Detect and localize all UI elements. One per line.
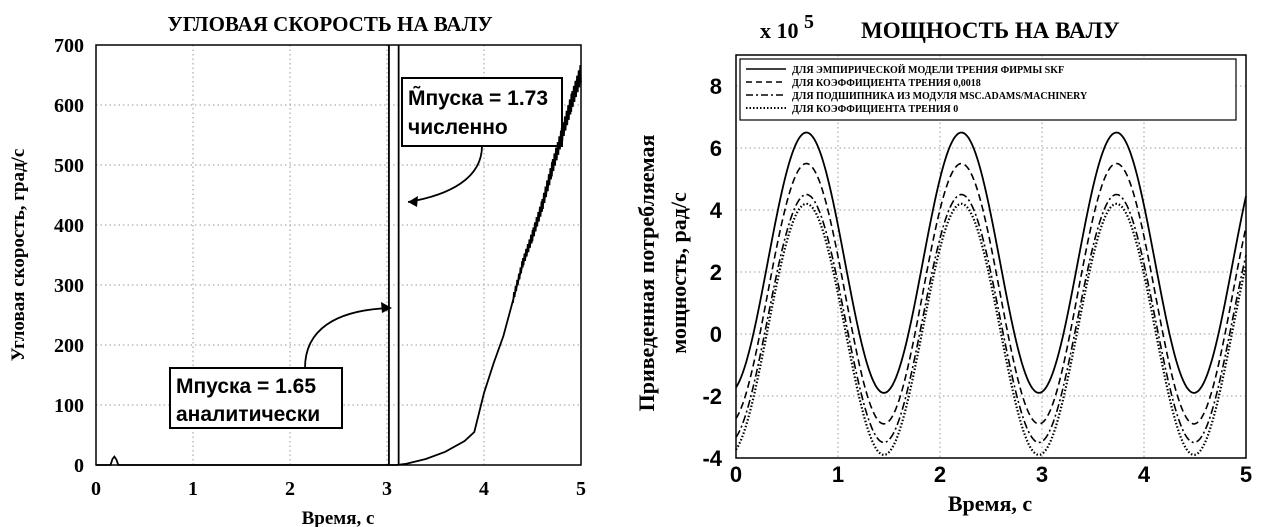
right-y-axis-label-line2: мощность, рад/с (666, 192, 691, 354)
legend-box (739, 58, 1237, 121)
right-y-tick-label: 8 (710, 74, 722, 99)
power-series-group (735, 131, 1248, 457)
left-chart-title: УГЛОВАЯ СКОРОСТЬ НА ВАЛУ (167, 12, 492, 36)
annotation-numeric-line2: численно (408, 116, 508, 139)
multiplier-base: x 10 (760, 18, 799, 43)
legend-entry-1: ДЛЯ ЭМПИРИЧЕСКОЙ МОДЕЛИ ТРЕНИЯ ФИРМЫ SKF (792, 64, 1064, 76)
right-y-ticks: -4 -2 0 2 4 6 8 (702, 74, 722, 471)
angular-speed-oscillation (512, 65, 582, 303)
left-x-tick-label: 1 (188, 478, 198, 500)
annotation-analytic-arrowhead (381, 302, 392, 313)
left-y-axis-label: Угловая скорость, град/с (8, 149, 29, 362)
annotation-analytic-arrow (304, 307, 391, 369)
right-y-tick-label: -4 (702, 446, 722, 471)
right-y-tick-label: -2 (702, 384, 722, 409)
annotation-analytic: Mпуска = 1.65 аналитически (169, 302, 392, 429)
right-x-ticks: 0 1 2 3 4 5 (730, 462, 1252, 487)
left-y-tick-label: 0 (74, 455, 84, 477)
shaft-power-chart: x 10 5 МОЩНОСТЬ НА ВАЛУ 0 1 2 3 4 5 -4 -2 0 2 4 6 8… (634, 11, 1252, 516)
annotation-analytic-line2: аналитически (176, 403, 320, 426)
annotation-analytic-line1: Mпуска = 1.65 (176, 375, 316, 398)
right-x-tick-label: 3 (1036, 462, 1048, 487)
right-y-tick-label: 2 (710, 260, 722, 285)
legend-entry-4: ДЛЯ КОЭФФИЦИЕНТА ТРЕНИЯ 0 (792, 104, 958, 115)
annotation-numeric: M̃пуска = 1.73 численно (401, 77, 563, 207)
legend: ДЛЯ ЭМПИРИЧЕСКОЙ МОДЕЛИ ТРЕНИЯ ФИРМЫ SKF… (739, 58, 1237, 121)
right-x-axis-label: Время, с (948, 491, 1033, 516)
left-y-tick-label: 400 (54, 215, 84, 237)
left-x-axis-label: Время, с (302, 508, 375, 527)
left-y-ticks: 0 100 200 300 400 500 600 700 (54, 35, 84, 477)
left-y-tick-label: 200 (54, 335, 84, 357)
left-x-tick-label: 5 (576, 478, 586, 500)
left-x-tick-label: 2 (285, 478, 295, 500)
left-y-tick-label: 300 (54, 275, 84, 297)
left-y-tick-label: 500 (54, 155, 84, 177)
left-y-tick-label: 600 (54, 95, 84, 117)
right-chart-title: МОЩНОСТЬ НА ВАЛУ (861, 18, 1120, 43)
power-series-dashdot (735, 193, 1247, 444)
right-x-tick-label: 5 (1240, 462, 1252, 487)
left-x-tick-label: 0 (91, 478, 101, 500)
right-x-tick-label: 4 (1138, 462, 1151, 487)
right-y-tick-label: 4 (710, 198, 723, 223)
power-series-solid (735, 131, 1247, 394)
left-x-ticks: 0 1 2 3 4 5 (91, 478, 586, 500)
right-x-tick-label: 0 (730, 462, 742, 487)
left-y-tick-label: 100 (54, 395, 84, 417)
right-y-axis-label-line1: Приведенная потребляемая (634, 135, 659, 412)
power-series-dashed (735, 162, 1247, 425)
annotation-numeric-line1: M̃пуска = 1.73 (408, 86, 548, 110)
legend-entry-3: ДЛЯ ПОДШИПНИКА ИЗ МОДУЛЯ MSC.ADAMS/MACHI… (792, 91, 1088, 102)
right-x-tick-label: 2 (934, 462, 946, 487)
multiplier-exponent: 5 (804, 11, 814, 33)
legend-entry-2: ДЛЯ КОЭФФИЦИЕНТА ТРЕНИЯ 0,0018 (792, 78, 981, 89)
right-x-tick-label: 1 (832, 462, 844, 487)
left-x-tick-label: 3 (382, 478, 392, 500)
left-y-tick-label: 700 (54, 35, 84, 57)
right-y-tick-label: 0 (710, 322, 722, 347)
angular-speed-chart: УГЛОВАЯ СКОРОСТЬ НА ВАЛУ 0 1 2 3 4 5 0 100 200 3… (8, 12, 586, 527)
power-series-dotted (735, 202, 1248, 457)
left-x-tick-label: 4 (479, 478, 489, 500)
annotation-numeric-arrowhead (408, 196, 418, 207)
right-y-tick-label: 6 (710, 136, 722, 161)
annotation-numeric-arrow (407, 145, 483, 203)
